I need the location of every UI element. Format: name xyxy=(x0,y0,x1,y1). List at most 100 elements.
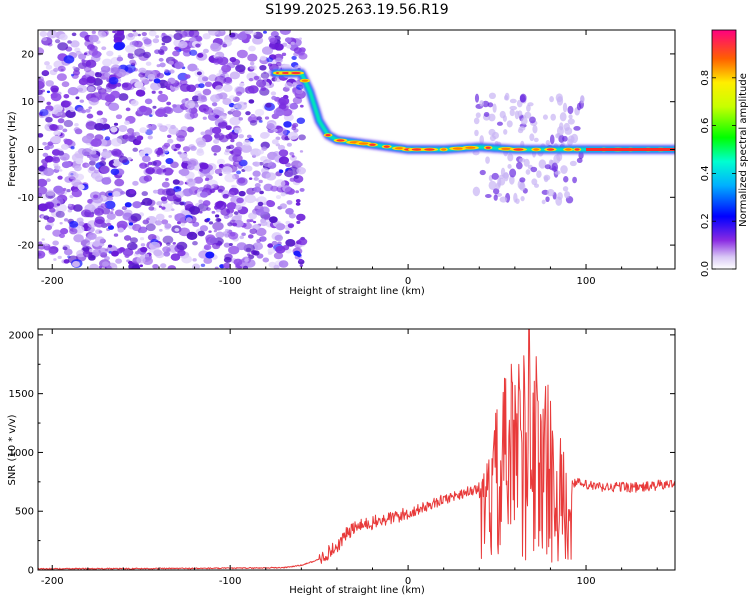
noise-blob xyxy=(234,127,243,134)
noise-blob xyxy=(168,60,174,65)
noise-blob xyxy=(128,260,133,265)
noise-blob xyxy=(170,87,176,91)
ridge-spread xyxy=(532,125,538,134)
noise-blob xyxy=(249,61,255,66)
noise-blob xyxy=(286,44,292,49)
noise-blob xyxy=(106,196,114,202)
ridge-spread xyxy=(530,166,538,173)
colorbar-tick-label: 0.6 xyxy=(700,118,711,134)
noise-blob xyxy=(161,206,166,210)
spectrogram-y-tick-label: 20 xyxy=(21,49,34,60)
noise-blob xyxy=(88,166,96,171)
ridge-spread xyxy=(475,112,481,118)
noise-blob xyxy=(56,203,61,206)
noise-blob xyxy=(297,162,303,167)
noise-blob xyxy=(284,37,292,43)
noise-blob xyxy=(220,30,225,33)
noise-blob xyxy=(150,82,161,91)
noise-blob xyxy=(83,66,92,73)
noise-blob xyxy=(293,250,301,256)
noise-blob xyxy=(271,240,278,246)
noise-blob xyxy=(173,185,182,193)
ridge-spread xyxy=(525,169,531,175)
noise-blob xyxy=(162,169,167,172)
noise-blob xyxy=(88,48,99,56)
noise-blob xyxy=(44,201,55,209)
noise-blob xyxy=(202,33,211,40)
noise-blob xyxy=(269,37,278,44)
noise-blob xyxy=(237,177,246,184)
noise-blob xyxy=(285,170,294,178)
noise-blob xyxy=(184,74,191,79)
noise-blob xyxy=(61,161,71,169)
noise-blob xyxy=(158,90,163,94)
noise-blob xyxy=(179,31,188,38)
noise-blob xyxy=(186,178,196,186)
noise-blob xyxy=(199,162,209,170)
noise-blob xyxy=(113,233,119,237)
ridge-hotspot-core xyxy=(465,146,476,149)
noise-blob xyxy=(211,144,222,153)
noise-blob xyxy=(252,224,261,230)
noise-blob xyxy=(255,227,267,237)
noise-blob xyxy=(189,111,199,119)
ridge-spread xyxy=(488,113,496,122)
noise-blob xyxy=(115,258,123,264)
noise-blob xyxy=(159,62,166,68)
noise-blob xyxy=(270,91,277,96)
ridge-hotspot-core xyxy=(411,148,423,151)
noise-blob xyxy=(177,249,186,257)
noise-blob xyxy=(298,134,306,141)
noise-blob xyxy=(275,195,282,200)
noise-blob xyxy=(185,98,189,101)
noise-blob xyxy=(188,144,196,150)
ridge-spread xyxy=(483,111,490,117)
snr-series xyxy=(38,329,675,570)
noise-blob xyxy=(285,220,291,225)
noise-blob xyxy=(183,201,194,209)
ridge-hotspot-core xyxy=(452,147,464,150)
noise-blob xyxy=(101,46,107,51)
noise-blob xyxy=(73,204,83,212)
spectrogram-y-tick-label: -20 xyxy=(18,241,34,252)
noise-blob xyxy=(192,221,200,227)
noise-blob xyxy=(131,264,141,269)
noise-blob xyxy=(195,68,200,71)
noise-blob xyxy=(130,237,138,244)
noise-blob xyxy=(63,119,74,128)
noise-blob xyxy=(125,44,136,54)
ridge-spread xyxy=(556,152,563,162)
ridge-spread xyxy=(504,92,510,101)
noise-blob xyxy=(137,33,141,37)
noise-blob xyxy=(199,191,209,198)
noise-blob xyxy=(212,221,224,231)
noise-blob xyxy=(79,182,83,185)
noise-blob xyxy=(66,188,71,193)
noise-blob xyxy=(106,222,112,227)
noise-blob xyxy=(46,189,55,197)
noise-blob xyxy=(199,210,203,214)
noise-blob xyxy=(248,177,253,180)
noise-blob xyxy=(246,134,252,139)
spectrogram-x-label: Height of straight line (km) xyxy=(289,286,425,297)
noise-blob xyxy=(246,219,252,223)
noise-blob xyxy=(93,194,99,199)
noise-blob xyxy=(60,68,64,72)
ridge-spread xyxy=(485,156,490,164)
noise-blob xyxy=(110,168,120,176)
noise-blob xyxy=(275,223,286,231)
noise-blob xyxy=(104,200,116,210)
noise-blob xyxy=(260,86,267,92)
ridge-spread xyxy=(497,177,502,188)
noise-blob xyxy=(266,123,275,130)
noise-blob xyxy=(107,225,115,230)
noise-blob xyxy=(167,134,172,138)
noise-blob xyxy=(299,187,305,192)
noise-blob xyxy=(53,258,57,261)
noise-blob xyxy=(274,43,284,51)
noise-blob xyxy=(206,217,211,221)
ridge-spread xyxy=(543,175,549,183)
noise-blob xyxy=(83,52,88,56)
ridge-spread xyxy=(545,196,550,203)
